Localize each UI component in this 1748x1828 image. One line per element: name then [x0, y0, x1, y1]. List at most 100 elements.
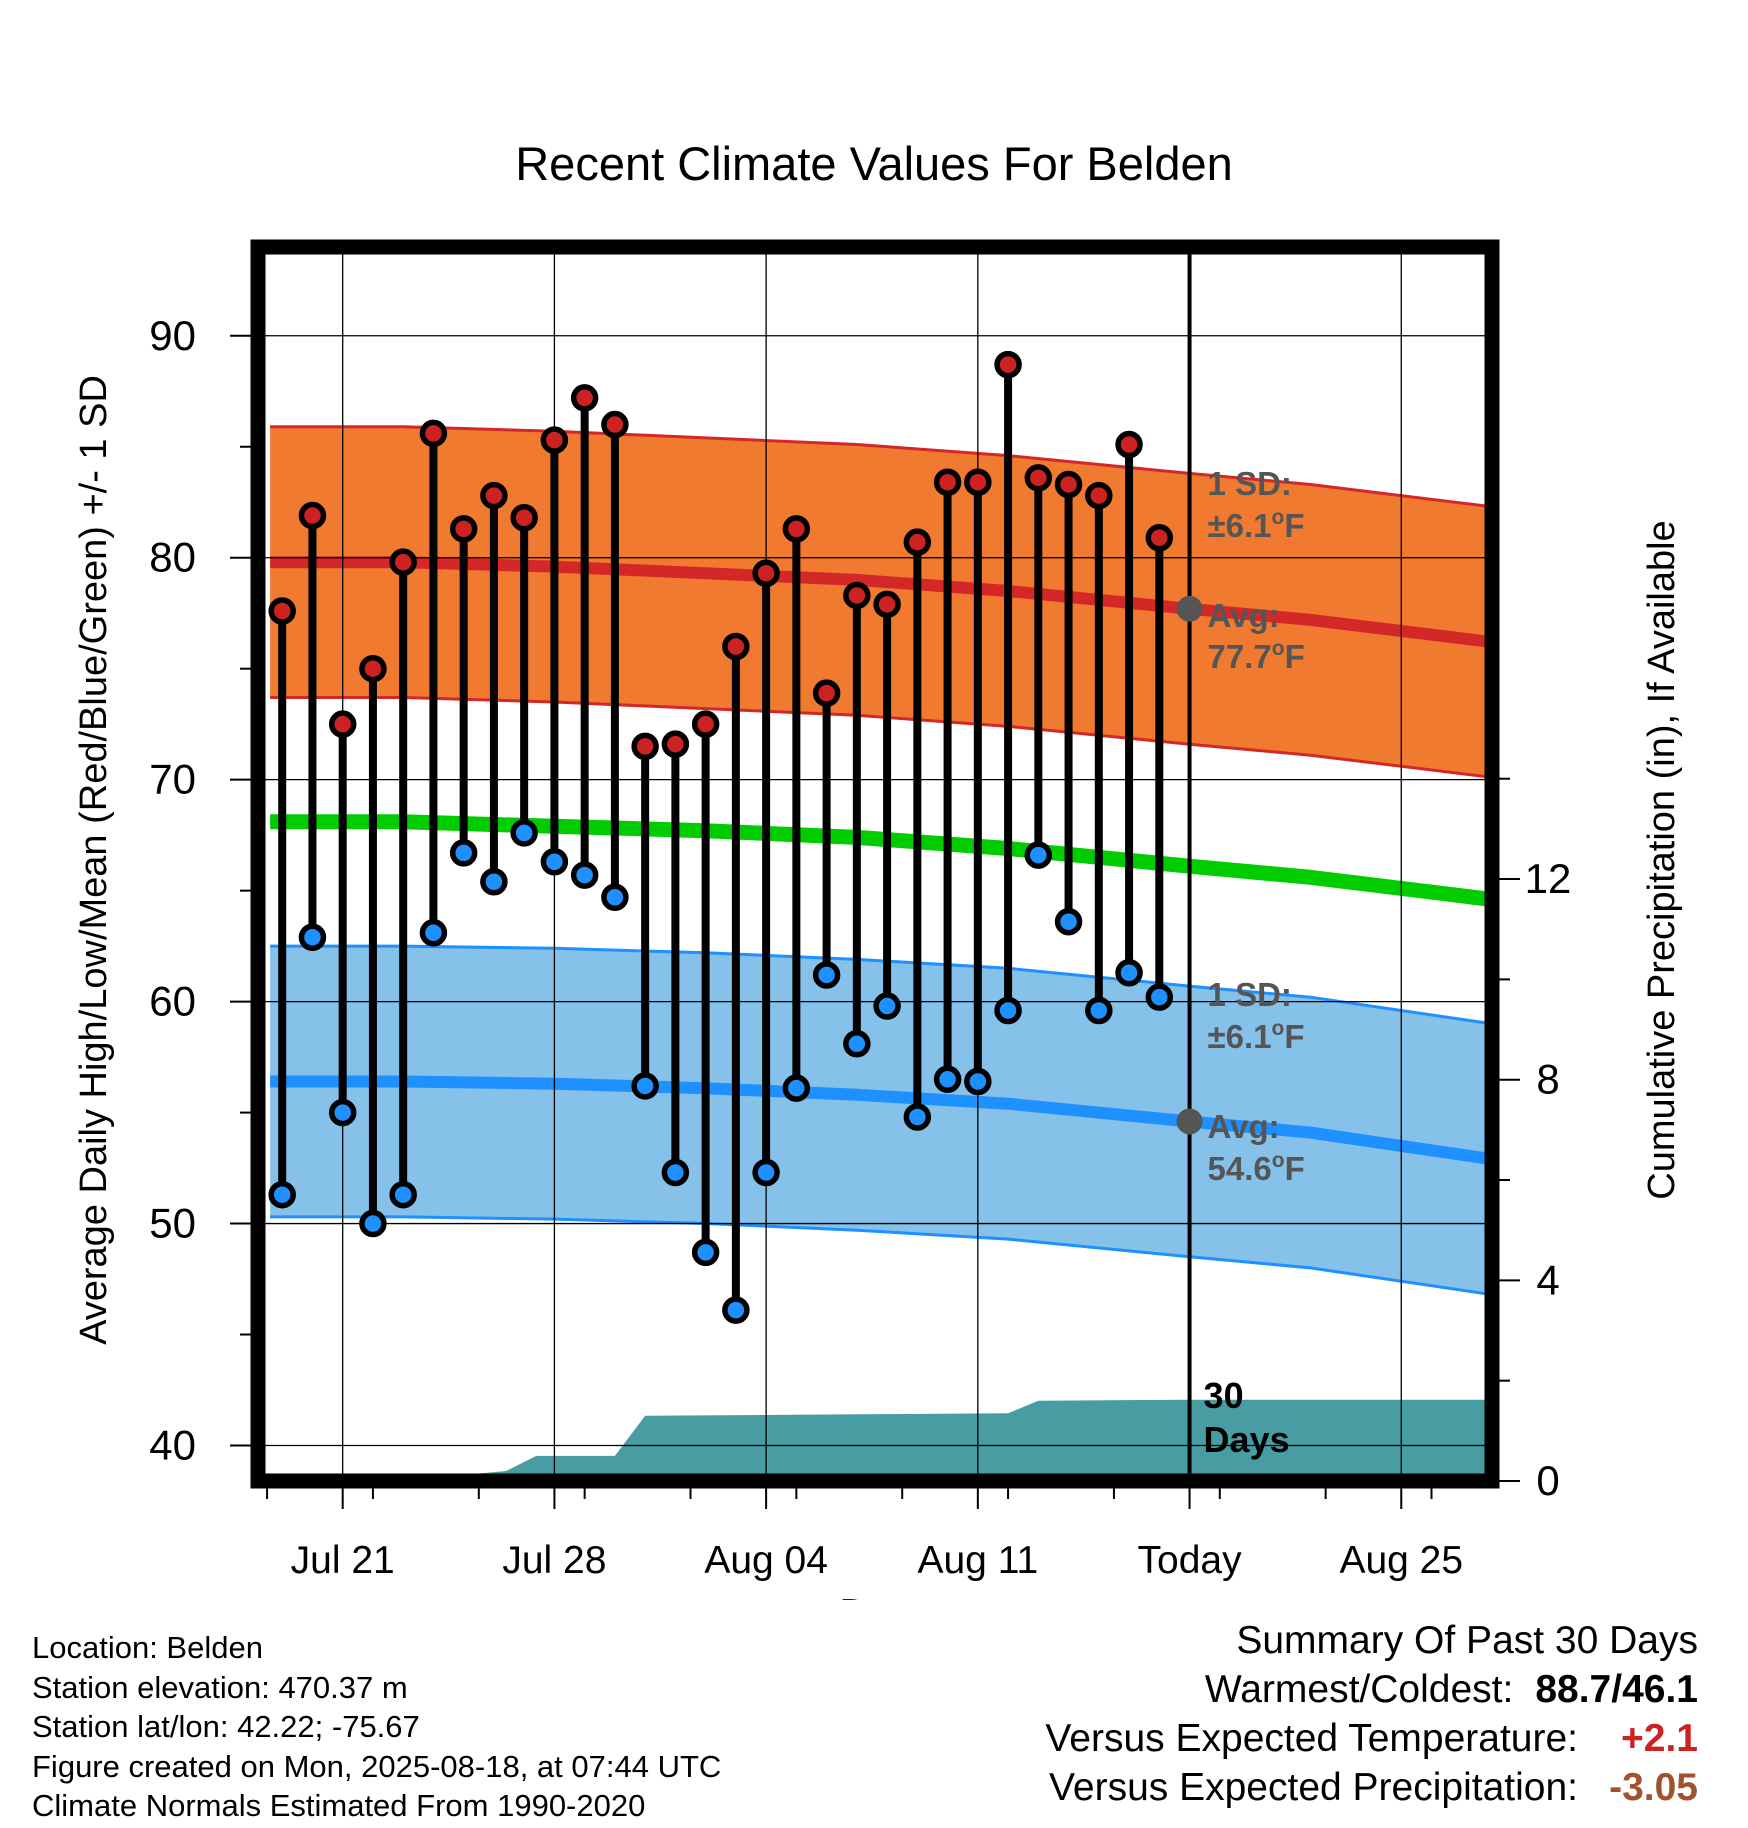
- daily-low-point: [812, 961, 841, 989]
- summary-heading: Summary Of Past 30 Days: [1236, 1619, 1698, 1662]
- daily-high-point: [1145, 523, 1174, 552]
- daily-low-point: [1145, 983, 1174, 1011]
- climate-normals-note: Climate Normals Estimated From 1990-2020: [32, 1788, 646, 1823]
- low-sd-lower-line: [270, 1215, 1492, 1297]
- warmest-coldest-label: Warmest/Coldest:: [1204, 1668, 1514, 1711]
- today-high-normal-marker: [1176, 595, 1203, 622]
- daily-high-point: [903, 528, 932, 556]
- temperature-value: +2.1: [1621, 1717, 1698, 1760]
- daily-low-point: [631, 1072, 659, 1100]
- low-sd-value: ±6.1oF: [1208, 1017, 1305, 1055]
- chart-title: Recent Climate Values For Belden: [515, 137, 1233, 190]
- y-right-tick-label: 12: [1525, 855, 1572, 902]
- daily-low-point: [873, 992, 901, 1020]
- daily-low-point: [570, 861, 599, 889]
- daily-low-point: [903, 1103, 932, 1131]
- daily-low-point: [782, 1074, 811, 1102]
- high-sd-upper-line: [270, 425, 1492, 509]
- x-tick-label: Aug 11: [917, 1539, 1038, 1582]
- precipitation-area: [270, 1399, 1492, 1481]
- high-sd-value: ±6.1oF: [1208, 506, 1305, 544]
- station-info: Location: Belden Station elevation: 470.…: [32, 1628, 721, 1826]
- x-axis-label: Day: [839, 1592, 909, 1600]
- precipitation-label: Versus Expected Precipitation:: [1049, 1766, 1578, 1809]
- daily-high-point: [298, 501, 327, 530]
- figure-created: Figure created on Mon, 2025-08-18, at 07…: [32, 1748, 722, 1784]
- y-axis-left-label: Average Daily High/Low/Mean (Red/Blue/Gr…: [73, 375, 115, 1345]
- x-tick-label: Aug 25: [1339, 1539, 1463, 1582]
- daily-high-point: [812, 679, 841, 707]
- low-avg-label: Avg:: [1208, 1108, 1280, 1145]
- daily-low-point: [601, 883, 629, 912]
- y-left-tick-label: 50: [149, 1200, 196, 1247]
- daily-low-point: [843, 1030, 871, 1058]
- high-normal-line: [270, 556, 1492, 649]
- daily-high-point: [873, 590, 901, 619]
- daily-high-point: [1115, 430, 1143, 459]
- y-left-tick-label: 60: [149, 978, 196, 1025]
- high-avg-label: Avg:: [1208, 597, 1280, 634]
- daily-high-point: [631, 732, 659, 761]
- daily-low-point: [661, 1158, 690, 1187]
- x-tick-label: Today: [1138, 1539, 1243, 1582]
- temperature-label: Versus Expected Temperature:: [1045, 1717, 1578, 1760]
- x-tick-label: Jul 28: [502, 1539, 606, 1582]
- plot-frame: [250, 239, 1500, 1489]
- daily-low-point: [691, 1238, 720, 1267]
- x-tick-label: Jul 21: [291, 1539, 395, 1582]
- y-left-tick-label: 70: [149, 756, 196, 803]
- daily-high-point: [661, 730, 690, 758]
- daily-high-point: [449, 515, 478, 543]
- daily-low-point: [964, 1067, 992, 1096]
- daily-high-point: [752, 559, 780, 588]
- daily-high-point: [933, 468, 962, 497]
- daily-low-point: [510, 819, 538, 847]
- daily-high-point: [540, 426, 569, 454]
- daily-high-point: [1085, 481, 1113, 510]
- daily-low-point: [540, 848, 569, 876]
- daily-low-point: [1054, 907, 1083, 936]
- daily-low-point: [480, 868, 508, 896]
- high-sd-label: 1 SD:: [1208, 465, 1292, 502]
- daily-low-point: [268, 1180, 296, 1209]
- daily-low-point: [298, 923, 327, 951]
- summary-precipitation: Versus Expected Precipitation: -3.05: [1045, 1763, 1698, 1812]
- daily-high-point: [510, 504, 538, 532]
- daily-high-point: [359, 654, 387, 683]
- low-sd-label: 1 SD:: [1208, 976, 1292, 1013]
- summary-temperature: Versus Expected Temperature: +2.1: [1045, 1714, 1698, 1763]
- low-normal-line: [270, 1075, 1492, 1166]
- daily-high-point: [722, 632, 750, 661]
- daily-low-point: [1024, 841, 1053, 869]
- daily-low-point: [359, 1209, 387, 1238]
- daily-high-point: [419, 419, 448, 448]
- precipitation-value: -3.05: [1609, 1766, 1698, 1809]
- summary-panel: Summary Of Past 30 Days Warmest/Coldest:…: [1045, 1616, 1698, 1812]
- summary-warmest-coldest: Warmest/Coldest: 88.7/46.1: [1045, 1665, 1698, 1714]
- daily-low-point: [1115, 959, 1143, 987]
- daily-low-point: [389, 1180, 417, 1209]
- daily-high-point: [601, 410, 629, 439]
- daily-high-point: [1054, 470, 1083, 499]
- y-right-tick-label: 0: [1536, 1457, 1559, 1504]
- days-unit-label: Days: [1204, 1419, 1290, 1460]
- y-axis-right-label: Cumulative Precipitation (in), If Availa…: [1641, 520, 1683, 1199]
- warmest-coldest-value: 88.7/46.1: [1535, 1668, 1698, 1711]
- days-count-label: 30: [1204, 1375, 1244, 1416]
- low-sd-band: [270, 946, 1492, 1295]
- y-right-tick-label: 4: [1536, 1256, 1559, 1303]
- daily-high-point: [570, 384, 599, 412]
- daily-high-point: [480, 481, 508, 510]
- daily-low-point: [1085, 996, 1113, 1025]
- low-avg-value: 54.6oF: [1208, 1149, 1305, 1187]
- daily-high-point: [328, 710, 357, 738]
- y-right-tick-label: 8: [1536, 1056, 1559, 1103]
- station-location: Location: Belden: [32, 1630, 263, 1665]
- daily-high-point: [389, 548, 417, 576]
- y-left-tick-label: 90: [149, 312, 196, 359]
- today-low-normal-marker: [1176, 1108, 1203, 1135]
- daily-high-point: [843, 581, 871, 610]
- station-latlon: Station lat/lon: 42.22; -75.67: [32, 1709, 420, 1744]
- y-left-tick-label: 80: [149, 534, 196, 581]
